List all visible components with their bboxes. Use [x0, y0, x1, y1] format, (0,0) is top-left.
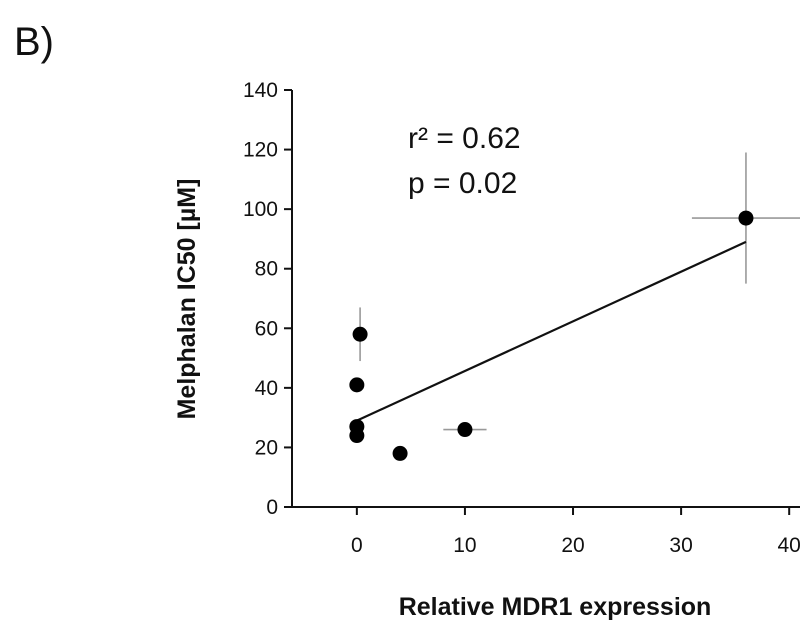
data-point: [392, 445, 408, 461]
y-tick-label: 80: [255, 258, 278, 281]
x-tick-label: 40: [778, 534, 801, 557]
x-tick-label: 0: [351, 534, 363, 557]
y-axis-title: Melphalan IC50 [µM]: [173, 179, 201, 420]
x-ticks: 0 10 20 30 40: [351, 507, 801, 557]
x-tick-label: 20: [561, 534, 584, 557]
data-point: [352, 326, 368, 342]
x-tick-label: 10: [453, 534, 476, 557]
x-axis-title: Relative MDR1 expression: [399, 593, 712, 621]
data-point: [349, 377, 365, 393]
panel-label: B): [14, 20, 54, 64]
y-tick-label: 120: [243, 139, 278, 162]
r-squared-annotation: r² = 0.62: [408, 122, 521, 155]
y-ticks: 0 20 40 60 80 100 120 140: [243, 79, 292, 519]
y-tick-label: 140: [243, 79, 278, 102]
x-tick-label: 30: [669, 534, 692, 557]
data-point: [738, 210, 754, 226]
y-tick-label: 0: [266, 496, 278, 519]
y-tick-label: 40: [255, 377, 278, 400]
data-point: [457, 422, 473, 438]
y-tick-label: 20: [255, 436, 278, 459]
data-points: [349, 210, 754, 461]
y-tick-label: 100: [243, 198, 278, 221]
p-value-annotation: p = 0.02: [408, 167, 517, 200]
axes: [291, 90, 800, 508]
y-tick-label: 60: [255, 317, 278, 340]
regression-line: [356, 240, 747, 422]
data-point: [349, 428, 365, 444]
